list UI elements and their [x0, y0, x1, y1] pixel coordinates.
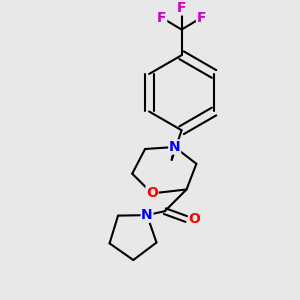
Text: O: O — [146, 186, 158, 200]
Text: O: O — [188, 212, 200, 226]
Text: N: N — [169, 140, 181, 154]
Text: F: F — [157, 11, 167, 25]
Text: F: F — [196, 11, 206, 25]
Text: N: N — [141, 208, 153, 222]
Text: F: F — [177, 1, 186, 15]
